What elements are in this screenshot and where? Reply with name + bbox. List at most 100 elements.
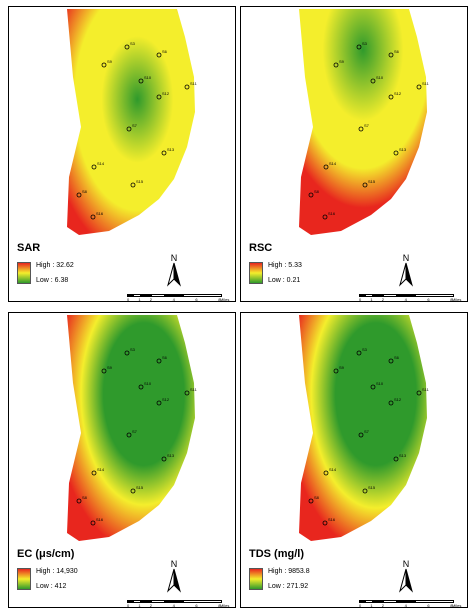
well-point	[333, 62, 339, 68]
scale-tick-label: 0	[359, 603, 362, 608]
scale-bar: 0 1 2 4 6 8 Miles	[127, 294, 230, 302]
map-panel: S3 S6 S9 S10 S11 S12 S7 S13 S14 S15 S8 S16 SAR High :…	[8, 6, 236, 302]
well-label: S11	[422, 387, 430, 392]
well-label: S14	[329, 161, 337, 166]
scale-tick-label: 0	[127, 603, 130, 608]
scale-tick-label: 1	[138, 297, 141, 302]
legend-high-label: High : 14,930	[36, 568, 78, 575]
well-point	[101, 368, 107, 374]
well-point	[333, 368, 339, 374]
well-label: S16	[96, 517, 104, 522]
scale-unit: Miles	[220, 297, 230, 302]
well-point	[416, 84, 422, 90]
well-point	[356, 44, 362, 50]
well-point	[126, 432, 132, 438]
legend-high-label: High : 9853.8	[268, 568, 310, 575]
scale-tick-label: 2	[149, 297, 153, 302]
well-label: S12	[162, 397, 170, 402]
scale-tick-label: 6	[427, 603, 430, 608]
legend-low-label: Low : 412	[36, 583, 67, 590]
well-label: S6	[162, 49, 168, 54]
well-label: S16	[328, 517, 336, 522]
well-label: S15	[368, 485, 376, 490]
well-point	[362, 182, 368, 188]
well-point	[124, 44, 130, 50]
well-point	[161, 456, 167, 462]
map-panel: S3 S6 S9 S10 S11 S12 S7 S13 S14 S15 S8 S16 EC (μs/cm…	[8, 312, 236, 608]
legend-color-ramp	[249, 568, 263, 590]
north-arrow-icon: N	[167, 253, 181, 287]
legend-low-label: Low : 0.21	[268, 277, 301, 284]
well-point	[308, 498, 314, 504]
well-point	[322, 214, 328, 220]
north-label: N	[171, 559, 178, 569]
well-label: S3	[362, 41, 368, 46]
scale-tick-label: 8	[218, 297, 221, 302]
legend-color-ramp	[17, 262, 31, 284]
well-point	[322, 520, 328, 526]
well-label: S13	[167, 147, 175, 152]
legend-color-ramp	[249, 262, 263, 284]
north-arrow-icon: N	[399, 559, 413, 593]
well-label: S8	[82, 495, 88, 500]
well-point	[308, 192, 314, 198]
well-point	[184, 84, 190, 90]
well-label: S6	[162, 355, 168, 360]
scale-tick-label: 4	[172, 603, 175, 608]
well-label: S6	[394, 49, 400, 54]
scale-tick-label: 6	[195, 297, 198, 302]
study-area-surface	[67, 9, 195, 235]
parameter-title: EC (μs/cm)	[17, 548, 75, 560]
well-label: S10	[376, 75, 384, 80]
scale-tick-label: 4	[404, 603, 407, 608]
well-point	[370, 384, 376, 390]
well-point	[138, 78, 144, 84]
well-label: S7	[364, 123, 370, 128]
legend-low-label: Low : 271.92	[268, 583, 309, 590]
well-point	[323, 164, 329, 170]
scale-tick-label: 6	[427, 297, 430, 302]
scale-bar: 0 1 2 4 6 8 Miles	[359, 294, 462, 302]
well-label: S7	[132, 123, 138, 128]
well-label: S10	[376, 381, 384, 386]
well-label: S13	[399, 147, 407, 152]
well-label: S10	[144, 75, 152, 80]
well-label: S12	[394, 91, 402, 96]
north-label: N	[171, 253, 178, 263]
well-label: S14	[97, 161, 105, 166]
well-point	[101, 62, 107, 68]
well-point	[138, 384, 144, 390]
well-point	[156, 358, 162, 364]
well-label: S7	[364, 429, 370, 434]
study-area-surface	[299, 9, 427, 235]
scale-unit: Miles	[452, 297, 462, 302]
north-arrow-icon: N	[399, 253, 413, 287]
well-label: S3	[130, 41, 136, 46]
well-point	[393, 456, 399, 462]
well-label: S6	[394, 355, 400, 360]
scale-tick-label: 0	[359, 297, 362, 302]
well-point	[416, 390, 422, 396]
well-label: S11	[190, 387, 198, 392]
well-point	[388, 94, 394, 100]
scale-tick-label: 2	[381, 297, 385, 302]
well-point	[356, 350, 362, 356]
north-label: N	[403, 559, 410, 569]
well-label: S8	[314, 495, 320, 500]
well-point	[161, 150, 167, 156]
north-label: N	[403, 253, 410, 263]
well-label: S14	[97, 467, 105, 472]
well-label: S16	[96, 211, 104, 216]
well-point	[358, 432, 364, 438]
map-panel: S3 S6 S9 S10 S11 S12 S7 S13 S14 S15 S8 S16 RSC High :…	[240, 6, 468, 302]
scale-tick-label: 1	[370, 297, 373, 302]
legend-low-label: Low : 6.38	[36, 277, 69, 284]
well-point	[91, 470, 97, 476]
scale-tick-label: 6	[195, 603, 198, 608]
well-label: S9	[339, 59, 345, 64]
scale-tick-label: 0	[127, 297, 130, 302]
scale-tick-label: 4	[404, 297, 407, 302]
parameter-title: RSC	[249, 242, 273, 254]
well-point	[323, 470, 329, 476]
legend-high-label: High : 5.33	[268, 262, 302, 269]
